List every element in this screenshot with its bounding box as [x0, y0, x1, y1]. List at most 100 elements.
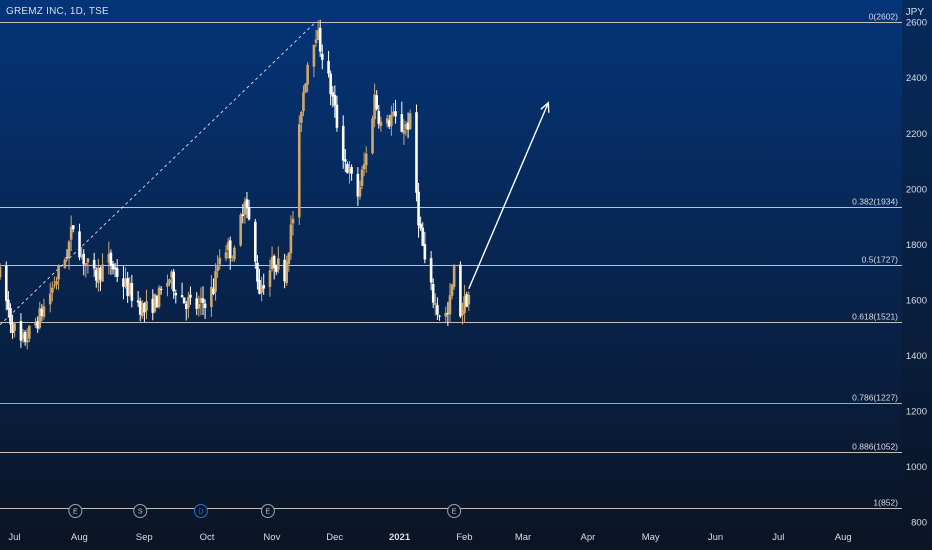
x-tick-label: Dec [326, 532, 343, 543]
time-axis: Jul Aug Sep Oct Nov Dec 2021 Feb Mar Apr May Jun Jul… [8, 532, 851, 543]
candle-body [297, 124, 301, 218]
candle [182, 297, 186, 304]
candle-body [254, 221, 257, 262]
candle-body [341, 125, 345, 161]
candle-body [94, 269, 98, 281]
candle [38, 301, 42, 330]
candle [40, 304, 44, 322]
candle [71, 225, 75, 233]
candle [360, 165, 364, 190]
candle [402, 119, 406, 146]
candle-body [402, 130, 406, 134]
event-marker-circle [260, 504, 275, 518]
fib-label: 0.886(1052) [852, 442, 898, 452]
x-tick-label: Jul [8, 532, 20, 543]
candle-body [113, 267, 117, 270]
candle-body [375, 95, 379, 110]
candle [371, 115, 374, 155]
candle-body [446, 313, 450, 315]
candle-body [170, 271, 173, 278]
candle-body [40, 308, 44, 316]
candle [404, 121, 408, 136]
y-tick-label: 1200 [906, 406, 927, 417]
candle-body [92, 259, 96, 269]
candle [385, 114, 389, 128]
candle-body [53, 285, 56, 287]
candle [392, 103, 395, 117]
candle-body [314, 39, 318, 43]
candle-body [285, 261, 289, 284]
candle-body [258, 280, 261, 294]
candle [27, 325, 31, 343]
fib-label: 0.382(1934) [852, 197, 898, 207]
candle-body [63, 259, 67, 268]
candle [233, 245, 236, 262]
candle [459, 261, 462, 319]
candle-body [358, 186, 362, 197]
candle [256, 255, 259, 290]
candle [84, 263, 88, 278]
candle-body [19, 321, 23, 341]
candle [82, 249, 86, 276]
candle [109, 249, 113, 275]
candle [136, 291, 140, 308]
candle [245, 191, 249, 218]
candle-body [212, 288, 215, 294]
candle-body [344, 159, 347, 162]
candle-body [327, 61, 330, 74]
candle-body [214, 271, 217, 292]
ticker-title: GREMZ INC, 1D, TSE [6, 6, 109, 17]
candle-body [312, 44, 316, 67]
candle [444, 306, 448, 324]
event-marker: E [260, 504, 275, 518]
candle [53, 276, 56, 289]
candle-body [350, 167, 353, 174]
candle [285, 255, 289, 286]
candle [239, 212, 242, 247]
candle [57, 264, 60, 290]
candle [124, 267, 127, 289]
candle-body [408, 113, 412, 130]
candle [126, 271, 129, 303]
candle-body [452, 265, 456, 287]
candle-body [168, 279, 171, 284]
candle-body [306, 64, 309, 85]
candle [201, 286, 205, 316]
candle [247, 199, 251, 221]
candle [11, 314, 14, 339]
candle [48, 282, 52, 313]
candle-body [38, 308, 42, 328]
y-tick-label: 1800 [906, 240, 927, 251]
candle [170, 269, 173, 290]
candle-body [379, 121, 383, 126]
candle-body [423, 243, 427, 260]
candle-body [394, 111, 397, 117]
candle-body [86, 258, 90, 263]
x-tick-label: Jun [708, 532, 723, 543]
candle [122, 266, 125, 300]
candle [111, 260, 115, 275]
candle [214, 263, 217, 301]
x-tick-label: Feb [456, 532, 472, 543]
candle-body [124, 278, 127, 287]
candle-body [316, 30, 320, 40]
candle [25, 328, 29, 350]
candle-body [406, 122, 410, 130]
candle-body [69, 226, 73, 240]
candle [452, 264, 456, 290]
candle [157, 285, 161, 309]
candle [51, 281, 54, 302]
x-tick-label: Jul [772, 532, 784, 543]
candle-body [97, 267, 100, 283]
candle-body [335, 104, 339, 128]
candle [431, 278, 435, 309]
candle-body [467, 294, 471, 305]
candle [300, 111, 303, 132]
candle [272, 254, 276, 280]
candle [218, 249, 222, 270]
candle [277, 246, 280, 274]
candle-body [0, 266, 2, 278]
